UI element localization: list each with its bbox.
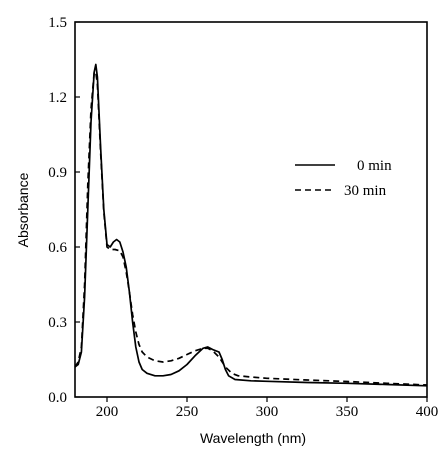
y-tick-label: 0.9 [48, 165, 67, 181]
x-tick-label: 250 [176, 404, 199, 420]
x-tick-label: 350 [336, 404, 359, 420]
y-tick-label: 0.6 [48, 240, 67, 256]
plot-frame [74, 21, 428, 398]
y-tick-label: 1.5 [48, 15, 67, 31]
legend-label-0min: 0 min [357, 158, 392, 174]
y-axis-title: Absorbance [15, 172, 31, 247]
series-line-0-min [74, 63, 428, 387]
y-tick-label: 0.3 [48, 315, 67, 331]
x-axis-title: Wavelength (nm) [200, 430, 306, 446]
series-line-30-min [74, 71, 428, 386]
y-axis-ticks: 0.0 0.3 0.6 0.9 1.2 1.5 [48, 15, 80, 406]
x-tick-label: 400 [416, 404, 439, 420]
y-tick-label: 0.0 [48, 390, 67, 406]
series-layer [74, 63, 428, 387]
x-axis-ticks: 200 250 300 350 400 [96, 397, 439, 420]
x-tick-label: 300 [256, 404, 279, 420]
legend: 0 min 30 min [295, 158, 392, 199]
x-tick-label: 200 [96, 404, 119, 420]
y-tick-label: 1.2 [48, 90, 67, 106]
legend-label-30min: 30 min [344, 183, 387, 199]
